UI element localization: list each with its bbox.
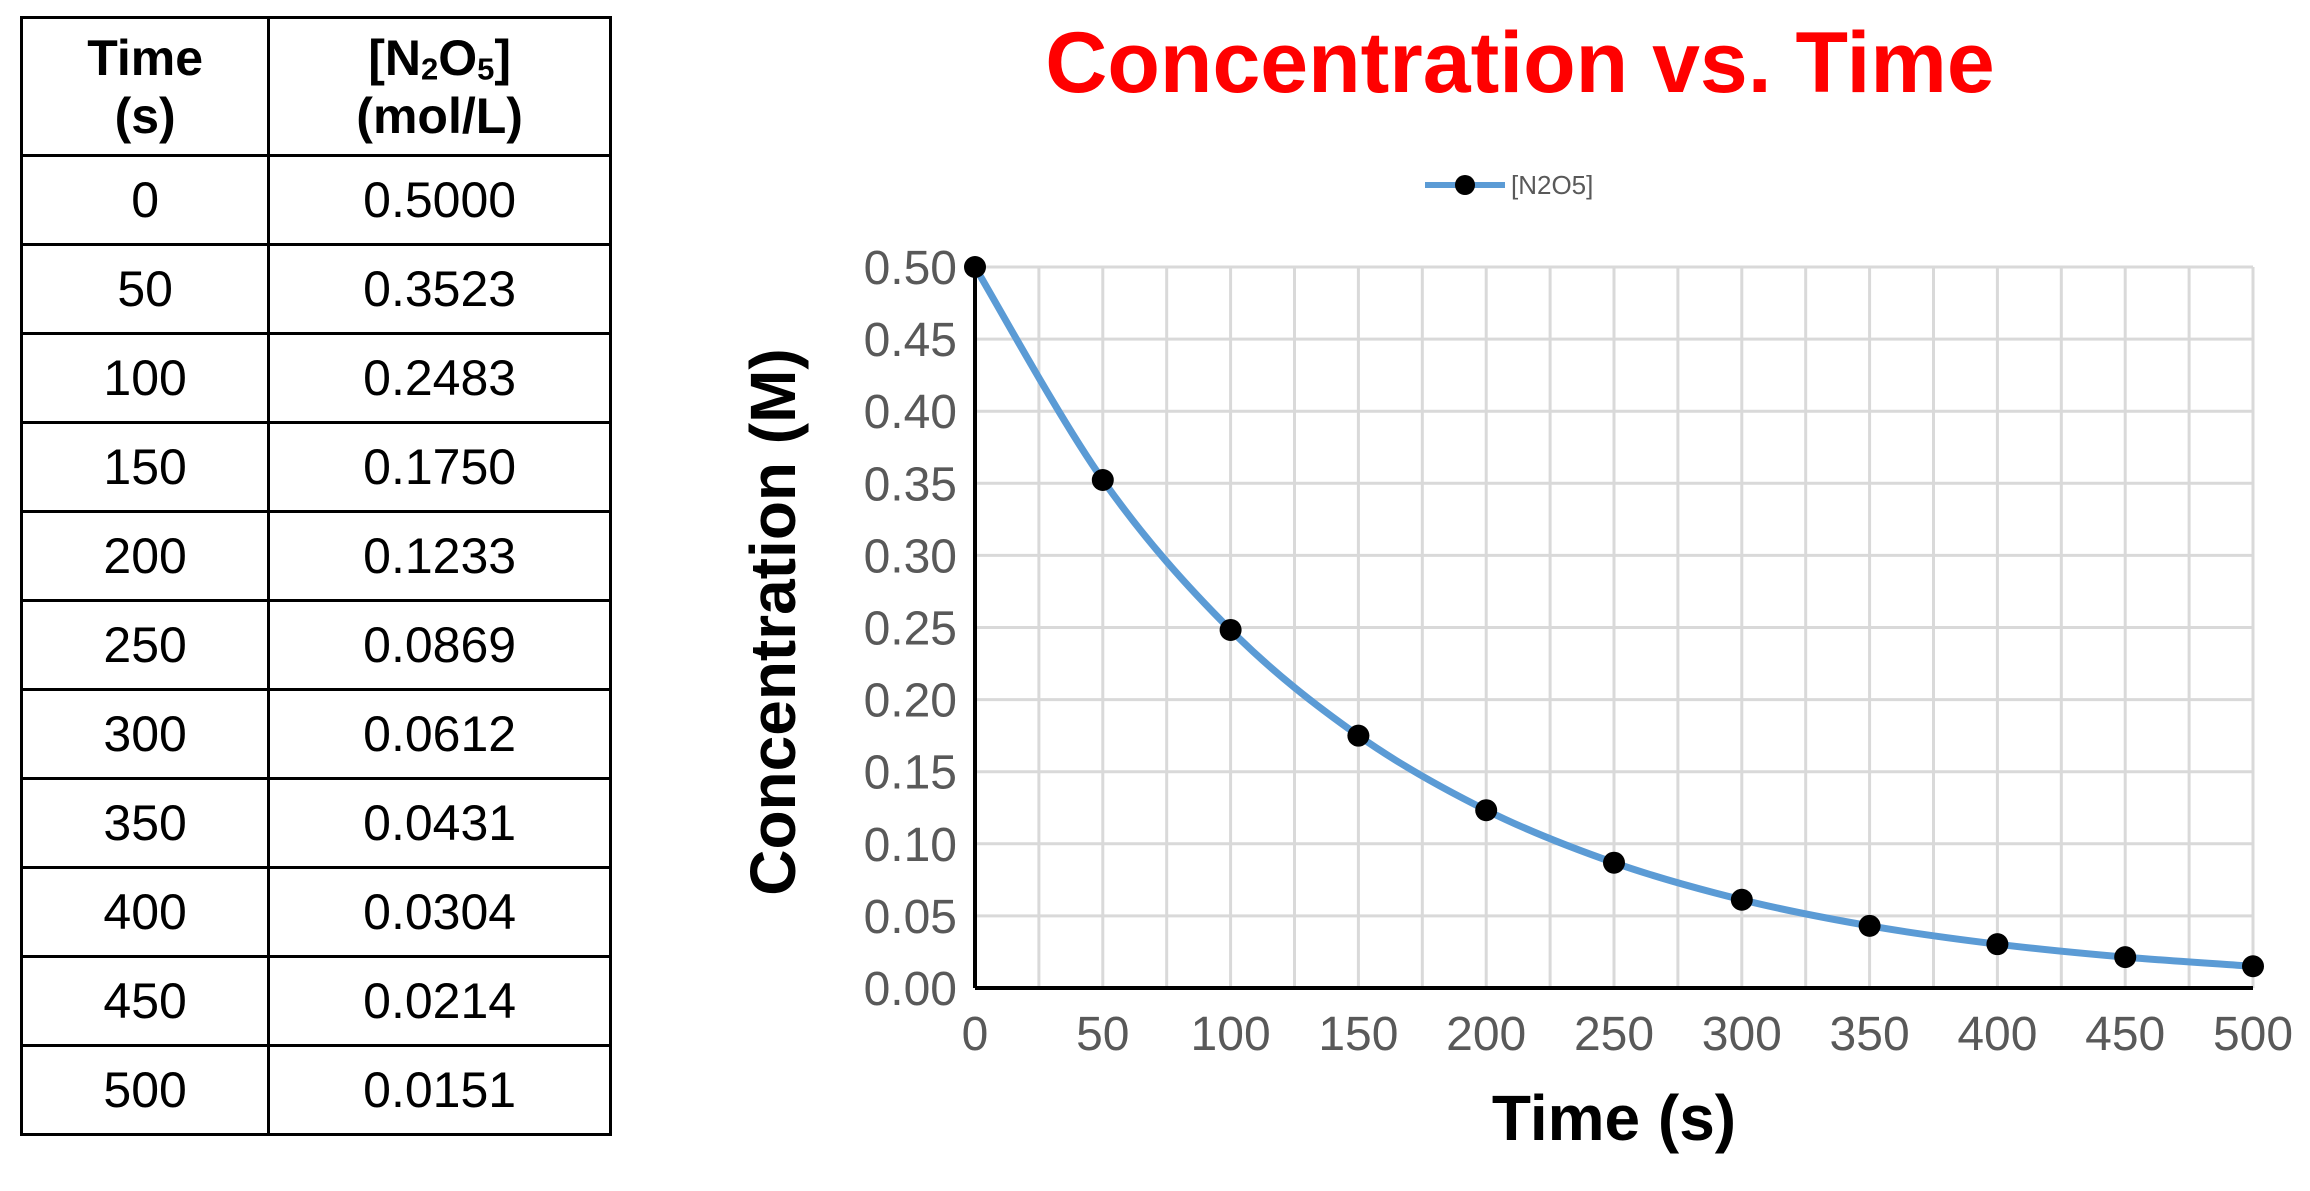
- data-table: Time (s) [N2O5] (mol/L) 0 0.5000 50 0.3523 1…: [19, 16, 612, 1136]
- table-row: 0 0.5000: [19, 154, 612, 246]
- data-point-marker: [1986, 933, 2009, 956]
- chart-axes: [973, 267, 2253, 990]
- table-row: 200 0.1233: [19, 510, 612, 602]
- chart-gridlines: [975, 265, 2255, 988]
- x-tick-label: 400: [1957, 1008, 2037, 1061]
- time-cell: 400: [19, 866, 271, 958]
- time-cell: 500: [19, 1044, 271, 1136]
- x-tick-label: 50: [1076, 1008, 1129, 1061]
- y-axis-tick-labels: 0.00 0.05 0.10 0.15 0.20 0.25 0.30 0.35 0.40 0.45…: [864, 242, 957, 1016]
- y-tick-label: 0.40: [864, 386, 957, 439]
- data-point-marker: [1091, 468, 1114, 491]
- time-cell: 450: [19, 955, 271, 1047]
- y-tick-label: 0.10: [864, 819, 957, 872]
- table-row: 500 0.0151: [19, 1044, 612, 1136]
- concentration-cell: 0.0151: [267, 1044, 612, 1136]
- x-tick-label: 500: [2213, 1008, 2293, 1061]
- data-point-marker: [1858, 914, 1881, 937]
- y-tick-label: 0.00: [864, 963, 957, 1016]
- concentration-cell: 0.0431: [267, 777, 612, 869]
- y-tick-label: 0.20: [864, 675, 957, 728]
- time-cell: 200: [19, 510, 271, 602]
- data-point-marker: [1730, 888, 1753, 911]
- concentration-cell: 0.0869: [267, 599, 612, 691]
- concentration-header-formula: [N2O5]: [368, 29, 512, 87]
- x-axis-tick-labels: 0 50 100 150 200 250 300 350 400 450 500: [962, 1008, 2293, 1061]
- table-row: 100 0.2483: [19, 332, 612, 424]
- legend-label: [N2O5]: [1511, 170, 1593, 200]
- time-cell: 350: [19, 777, 271, 869]
- time-cell: 150: [19, 421, 271, 513]
- table-row: 450 0.0214: [19, 955, 612, 1047]
- data-point-marker: [1475, 799, 1498, 822]
- y-tick-label: 0.30: [864, 530, 957, 583]
- y-tick-label: 0.45: [864, 314, 957, 367]
- table-row: 350 0.0431: [19, 777, 612, 869]
- concentration-cell: 0.0214: [267, 955, 612, 1047]
- concentration-cell: 0.0304: [267, 866, 612, 958]
- series-line: [971, 265, 2254, 970]
- data-point-marker: [2114, 946, 2137, 969]
- time-cell: 0: [19, 154, 271, 246]
- table-header-row: Time (s) [N2O5] (mol/L): [19, 16, 612, 157]
- concentration-cell: 0.3523: [267, 243, 612, 335]
- table-row: 250 0.0869: [19, 599, 612, 691]
- time-column-header: Time (s): [19, 16, 271, 157]
- concentration-cell: 0.0612: [267, 688, 612, 780]
- chart-series: [964, 256, 2264, 978]
- y-tick-label: 0.25: [864, 603, 957, 656]
- chart-title: Concentration vs. Time: [1045, 15, 1994, 111]
- x-tick-label: 250: [1574, 1008, 1654, 1061]
- y-tick-label: 0.15: [864, 747, 957, 800]
- legend-marker-swatch: [1455, 175, 1475, 195]
- table-row: 300 0.0612: [19, 688, 612, 780]
- x-tick-label: 150: [1318, 1008, 1398, 1061]
- data-point-marker: [2242, 955, 2264, 978]
- chart-legend: [N2O5]: [1425, 170, 1593, 200]
- data-point-marker: [1603, 851, 1625, 874]
- data-point-marker: [964, 256, 986, 278]
- concentration-cell: 0.1750: [267, 421, 612, 513]
- y-tick-label: 0.50: [864, 242, 957, 295]
- concentration-cell: 0.1233: [267, 510, 612, 602]
- x-axis-title: Time (s): [1492, 1082, 1736, 1154]
- y-axis-title: Concentration (M): [737, 348, 809, 896]
- time-cell: 300: [19, 688, 271, 780]
- concentration-cell: 0.5000: [267, 154, 612, 246]
- x-tick-label: 0: [962, 1008, 989, 1061]
- concentration-header-unit: (mol/L): [356, 87, 523, 144]
- time-header-line-1: Time: [87, 29, 204, 86]
- x-tick-label: 100: [1191, 1008, 1271, 1061]
- table-body: 0 0.5000 50 0.3523 100 0.2483 150 0.1750 200 0.12…: [19, 154, 612, 1136]
- y-tick-label: 0.05: [864, 891, 957, 944]
- concentration-cell: 0.2483: [267, 332, 612, 424]
- concentration-column-header: [N2O5] (mol/L): [267, 16, 612, 157]
- y-tick-label: 0.35: [864, 458, 957, 511]
- data-point-marker: [1347, 724, 1370, 747]
- data-point-marker: [1219, 618, 1242, 641]
- x-tick-label: 200: [1446, 1008, 1526, 1061]
- x-tick-label: 300: [1702, 1008, 1782, 1061]
- table-row: 400 0.0304: [19, 866, 612, 958]
- time-cell: 250: [19, 599, 271, 691]
- time-cell: 100: [19, 332, 271, 424]
- time-cell: 50: [19, 243, 271, 335]
- table-row: 50 0.3523: [19, 243, 612, 335]
- x-tick-label: 350: [1830, 1008, 1910, 1061]
- x-tick-label: 450: [2085, 1008, 2165, 1061]
- time-header-line-2: (s): [114, 87, 176, 144]
- table-row: 150 0.1750: [19, 421, 612, 513]
